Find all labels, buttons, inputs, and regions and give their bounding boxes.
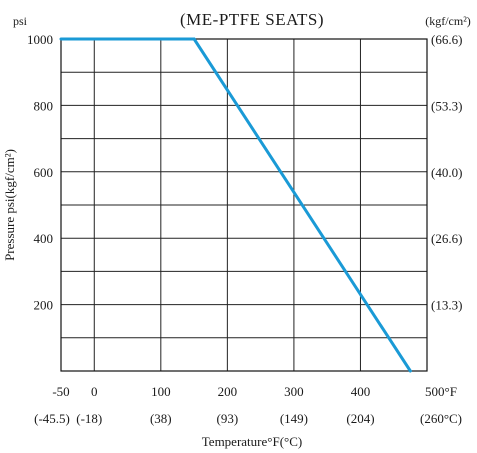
x-tick-label-f: 100 bbox=[151, 384, 171, 399]
grid bbox=[60, 38, 428, 372]
chart-title: (ME-PTFE SEATS) bbox=[180, 10, 324, 29]
x-tick-label-f: 200 bbox=[218, 384, 238, 399]
x-tick-label-c: (204) bbox=[346, 411, 374, 426]
x-tick-label-f: 500°F bbox=[425, 384, 457, 399]
x-tick-label-c: (38) bbox=[150, 411, 172, 426]
tick-labels: -50 0 100 200 300 400 500°F (-45.5) (-18) (38) (93… bbox=[27, 32, 462, 426]
y-axis-label: Pressure psi(kgf/cm²) bbox=[2, 149, 17, 261]
y-tick-label-left: 600 bbox=[34, 165, 54, 180]
x-tick-label-c: (93) bbox=[217, 411, 239, 426]
x-tick-label-c: (-45.5) bbox=[34, 411, 70, 426]
plot-frame bbox=[60, 38, 428, 372]
x-tick-label-f: -50 bbox=[52, 384, 69, 399]
y-tick-label-right: (40.0) bbox=[431, 165, 462, 180]
y-tick-label-left: 800 bbox=[34, 98, 54, 113]
y-unit-left: psi bbox=[13, 14, 28, 28]
x-tick-label-f: 400 bbox=[351, 384, 371, 399]
series-group bbox=[59, 37, 412, 373]
y-tick-label-right: (26.6) bbox=[431, 231, 462, 246]
x-tick-label-c: (260°C) bbox=[420, 411, 462, 426]
x-axis-label: Temperature°F(°C) bbox=[202, 434, 302, 449]
x-tick-label-f: 300 bbox=[284, 384, 304, 399]
y-tick-label-left: 400 bbox=[34, 231, 54, 246]
x-tick-label-f: 0 bbox=[91, 384, 98, 399]
y-tick-label-right: (13.3) bbox=[431, 298, 462, 313]
x-tick-label-c: (149) bbox=[280, 411, 308, 426]
x-tick-label-c: (-18) bbox=[76, 411, 102, 426]
y-tick-label-left: 1000 bbox=[27, 32, 53, 47]
y-tick-label-right: (53.3) bbox=[431, 98, 462, 113]
y-unit-right: (kgf/cm²) bbox=[425, 14, 471, 28]
y-tick-label-left: 200 bbox=[34, 298, 54, 313]
y-tick-label-right: (66.6) bbox=[431, 32, 462, 47]
series-line-segment bbox=[192, 37, 412, 373]
